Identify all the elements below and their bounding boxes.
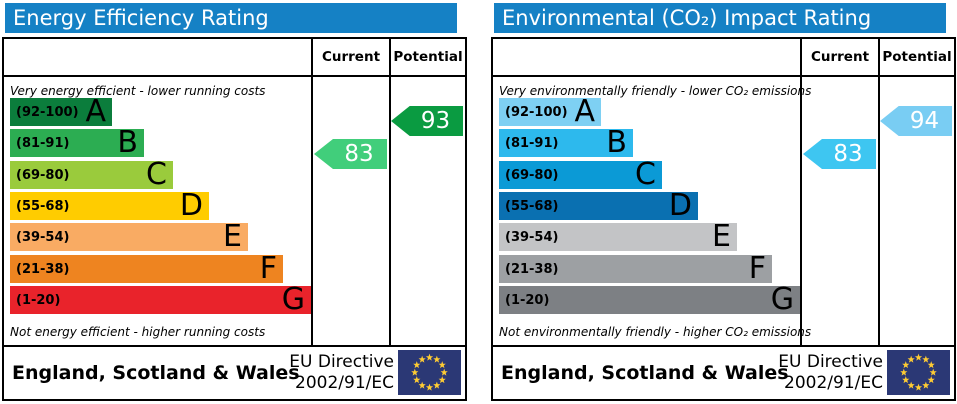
band-letter: E (223, 219, 242, 254)
caption-bottom: Not energy efficient - higher running co… (10, 325, 266, 339)
band-range-label: (21-38) (505, 261, 559, 277)
column-header-potential: Potential (393, 49, 463, 65)
band-bar-a: (92-100) A (10, 94, 112, 129)
band-letter: F (259, 251, 277, 286)
eu-directive-label: EU Directive 2002/91/EC (733, 352, 883, 394)
band-letter: A (85, 94, 106, 129)
eu-directive-line1: EU Directive (778, 352, 883, 372)
band-range-label: (69-80) (16, 167, 70, 183)
band-bar-c: (69-80) C (10, 157, 173, 192)
footer-row-divider (4, 345, 465, 347)
column-divider (800, 39, 802, 345)
footer-region-label: England, Scotland & Wales (12, 362, 300, 384)
column-header-current: Current (810, 49, 870, 65)
band-bar-a: (92-100) A (499, 94, 601, 129)
column-divider (878, 39, 880, 345)
band-bar-g: (1-20) G (10, 282, 311, 317)
eu-directive-line2: 2002/91/EC (295, 373, 394, 393)
current-rating-arrow: 83 (314, 139, 387, 169)
band-range-label: (55-68) (505, 198, 559, 214)
band-range-label: (55-68) (16, 198, 70, 214)
band-range-label: (39-54) (16, 229, 70, 245)
band-letter: F (748, 251, 766, 286)
band-bar-f: (21-38) F (499, 251, 772, 286)
footer-region-label: England, Scotland & Wales (501, 362, 789, 384)
band-range-label: (1-20) (505, 292, 550, 308)
column-divider (311, 39, 313, 345)
band-bar-c: (69-80) C (499, 157, 662, 192)
panel-title: Energy Efficiency Rating (5, 3, 457, 33)
band-bar-d: (55-68) D (499, 188, 698, 223)
caption-top: Very environmentally friendly - lower CO… (499, 84, 812, 98)
band-letter: G (770, 282, 794, 317)
header-row-divider (493, 75, 954, 77)
current-rating-arrow: 83 (803, 139, 876, 169)
band-letter: C (146, 157, 167, 192)
band-letter: C (635, 157, 656, 192)
column-header-current: Current (321, 49, 381, 65)
eu-directive-line2: 2002/91/EC (784, 373, 883, 393)
band-range-label: (81-91) (16, 135, 70, 151)
band-bar-g: (1-20) G (499, 282, 800, 317)
caption-top: Very energy efficient - lower running co… (10, 84, 266, 98)
band-bar-e: (39-54) E (10, 219, 248, 254)
eu-directive-line1: EU Directive (289, 352, 394, 372)
band-bar-b: (81-91) B (499, 125, 633, 160)
panel-title: Environmental (CO₂) Impact Rating (494, 3, 946, 33)
band-bar-d: (55-68) D (10, 188, 209, 223)
band-range-label: (81-91) (505, 135, 559, 151)
band-letter: B (606, 125, 627, 160)
rating-table: Current Potential Very energy efficient … (2, 37, 467, 401)
band-letter: D (179, 188, 203, 223)
band-range-label: (21-38) (16, 261, 70, 277)
energy-efficiency-panel: Energy Efficiency Rating Current Potenti… (2, 0, 467, 402)
band-letter: G (281, 282, 305, 317)
band-letter: A (574, 94, 595, 129)
footer-row-divider (493, 345, 954, 347)
band-range-label: (69-80) (505, 167, 559, 183)
band-range-label: (39-54) (505, 229, 559, 245)
band-bar-f: (21-38) F (10, 251, 283, 286)
band-bar-b: (81-91) B (10, 125, 144, 160)
band-range-label: (92-100) (16, 104, 79, 120)
header-row-divider (4, 75, 465, 77)
rating-table: Current Potential Very environmentally f… (491, 37, 956, 401)
band-range-label: (92-100) (505, 104, 568, 120)
band-letter: E (712, 219, 731, 254)
caption-bottom: Not environmentally friendly - higher CO… (499, 325, 812, 339)
column-divider (389, 39, 391, 345)
potential-rating-arrow: 94 (880, 106, 952, 136)
environmental-impact-panel: Environmental (CO₂) Impact Rating Curren… (491, 0, 956, 402)
potential-rating-arrow: 93 (391, 106, 463, 136)
band-letter: B (117, 125, 138, 160)
band-letter: D (668, 188, 692, 223)
band-range-label: (1-20) (16, 292, 61, 308)
eu-flag-icon (887, 350, 950, 395)
band-bar-e: (39-54) E (499, 219, 737, 254)
eu-flag-icon (398, 350, 461, 395)
column-header-potential: Potential (882, 49, 952, 65)
eu-directive-label: EU Directive 2002/91/EC (244, 352, 394, 394)
